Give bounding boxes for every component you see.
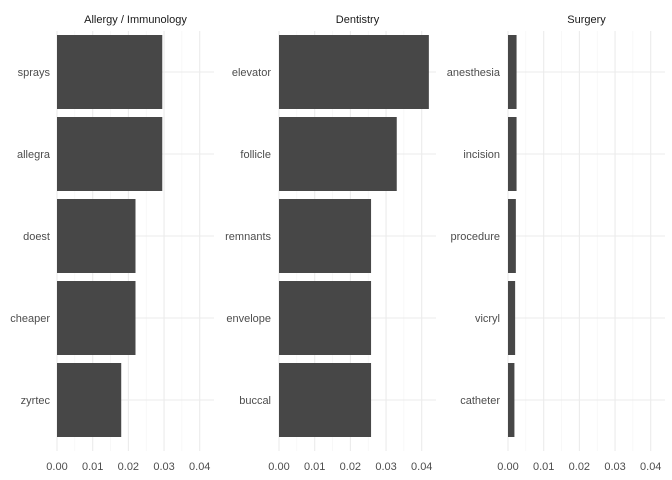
x-tick-label: 0.00	[268, 461, 289, 473]
bar-anesthesia	[508, 35, 517, 109]
x-tick-label: 0.03	[153, 461, 174, 473]
category-label: doest	[23, 231, 50, 243]
bar-doest	[57, 199, 136, 273]
bar-remnants	[279, 199, 372, 273]
category-label: allegra	[17, 149, 51, 161]
x-tick-label: 0.04	[640, 461, 661, 473]
category-label: zyrtec	[21, 395, 51, 407]
bar-allegra	[57, 117, 163, 191]
bar-follicle	[279, 117, 397, 191]
category-label: anesthesia	[447, 67, 501, 79]
facet-title: Allergy / Immunology	[84, 14, 187, 26]
bar-catheter	[508, 363, 515, 437]
bar-sprays	[57, 35, 163, 109]
category-label: catheter	[460, 395, 500, 407]
x-tick-label: 0.02	[118, 461, 139, 473]
x-tick-label: 0.01	[304, 461, 325, 473]
category-label: remnants	[225, 231, 271, 243]
x-tick-label: 0.01	[82, 461, 103, 473]
category-label: sprays	[18, 67, 51, 79]
facet-panel-3: Surgery anesthesia incision procedure vicryl…	[447, 14, 665, 473]
x-tick-label: 0.00	[497, 461, 518, 473]
category-label: follicle	[240, 149, 271, 161]
bar-incision	[508, 117, 517, 191]
category-label: vicryl	[475, 313, 500, 325]
x-tick-label: 0.02	[340, 461, 361, 473]
bar-cheaper	[57, 281, 136, 355]
x-tick-label: 0.01	[533, 461, 554, 473]
facet-title: Dentistry	[336, 14, 380, 26]
facet-panel-2: Dentistry elevator follicle remnants envelop…	[225, 14, 436, 473]
x-tick-label: 0.02	[569, 461, 590, 473]
bar-envelope	[279, 281, 372, 355]
facet-panel-1: Allergy / Immunology sprays allegra doest ch…	[10, 14, 214, 473]
x-tick-label: 0.03	[604, 461, 625, 473]
category-label: envelope	[226, 313, 271, 325]
category-label: incision	[463, 149, 500, 161]
x-tick-label: 0.04	[189, 461, 210, 473]
bar-elevator	[279, 35, 429, 109]
x-tick-label: 0.04	[411, 461, 432, 473]
category-label: cheaper	[10, 313, 50, 325]
x-tick-label: 0.00	[46, 461, 67, 473]
bar-buccal	[279, 363, 372, 437]
facet-title: Surgery	[567, 14, 606, 26]
category-label: buccal	[239, 395, 271, 407]
category-label: elevator	[232, 67, 271, 79]
bar-procedure	[508, 199, 516, 273]
bar-vicryl	[508, 281, 516, 355]
category-label: procedure	[450, 231, 500, 243]
x-tick-label: 0.03	[375, 461, 396, 473]
bar-zyrtec	[57, 363, 122, 437]
